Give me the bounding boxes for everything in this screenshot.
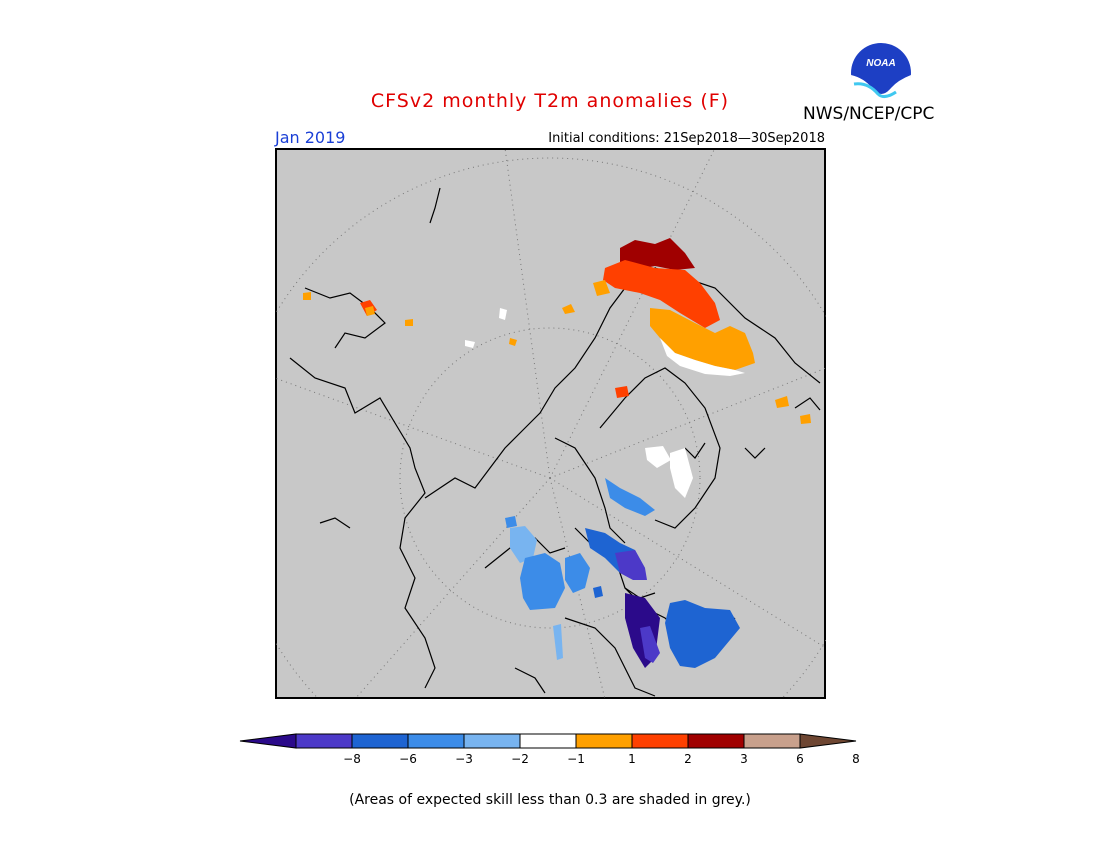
- legend-colorbar: −8 −6 −3 −2 −1 1 2 3 6 8: [239, 733, 860, 766]
- legend-tick-label: 8: [852, 752, 860, 766]
- anomaly-near-normal-warm: [660, 338, 745, 376]
- anomaly-6-to-8: [620, 238, 695, 270]
- noaa-logo: NOAA: [851, 43, 911, 104]
- page-title: CFSv2 monthly T2m anomalies (F): [370, 90, 730, 112]
- initial-conditions: Initial conditions: 21Sep2018—30Sep2018: [548, 131, 825, 146]
- legend-swatch: [743, 733, 801, 749]
- forecast-month: Jan 2019: [275, 128, 346, 147]
- legend-tick-label: −8: [343, 752, 361, 766]
- legend-tick-label: 3: [740, 752, 748, 766]
- legend-swatch: [631, 733, 689, 749]
- anomaly-3-to-6: [603, 260, 720, 328]
- legend-swatch: [463, 733, 521, 749]
- cold-anomalies: [505, 446, 740, 668]
- agency-label: NWS/NCEP/CPC: [803, 104, 935, 124]
- anomaly-2-to-3: [650, 308, 755, 370]
- legend-swatch: [407, 733, 465, 749]
- legend-tick-label: 2: [684, 752, 692, 766]
- legend-swatch: [295, 733, 353, 749]
- warm-anomalies: [303, 238, 811, 424]
- anomaly-near-normal-cold: [645, 446, 671, 468]
- legend-tick-label: 1: [628, 752, 636, 766]
- legend-tick-label: −3: [455, 752, 473, 766]
- anomaly-minus-2-to-minus-1: [605, 478, 655, 516]
- graticule: [275, 148, 826, 699]
- legend-tick-label: −6: [399, 752, 417, 766]
- legend-arrow-high: [799, 733, 857, 749]
- legend-tick-label: −1: [567, 752, 585, 766]
- anomaly-minus-8-to-minus-6: [615, 550, 647, 580]
- legend-arrow-low: [239, 733, 297, 749]
- legend-footnote: (Areas of expected skill less than 0.3 a…: [349, 792, 751, 808]
- legend-swatch: [687, 733, 745, 749]
- map-frame: [275, 148, 826, 699]
- logo-text: NOAA: [866, 58, 895, 69]
- legend-swatch: [575, 733, 633, 749]
- legend-tick-label: −2: [511, 752, 529, 766]
- legend-swatch: [351, 733, 409, 749]
- legend-swatch: [519, 733, 577, 749]
- legend-tick-label: 6: [796, 752, 804, 766]
- polar-map: [275, 148, 826, 699]
